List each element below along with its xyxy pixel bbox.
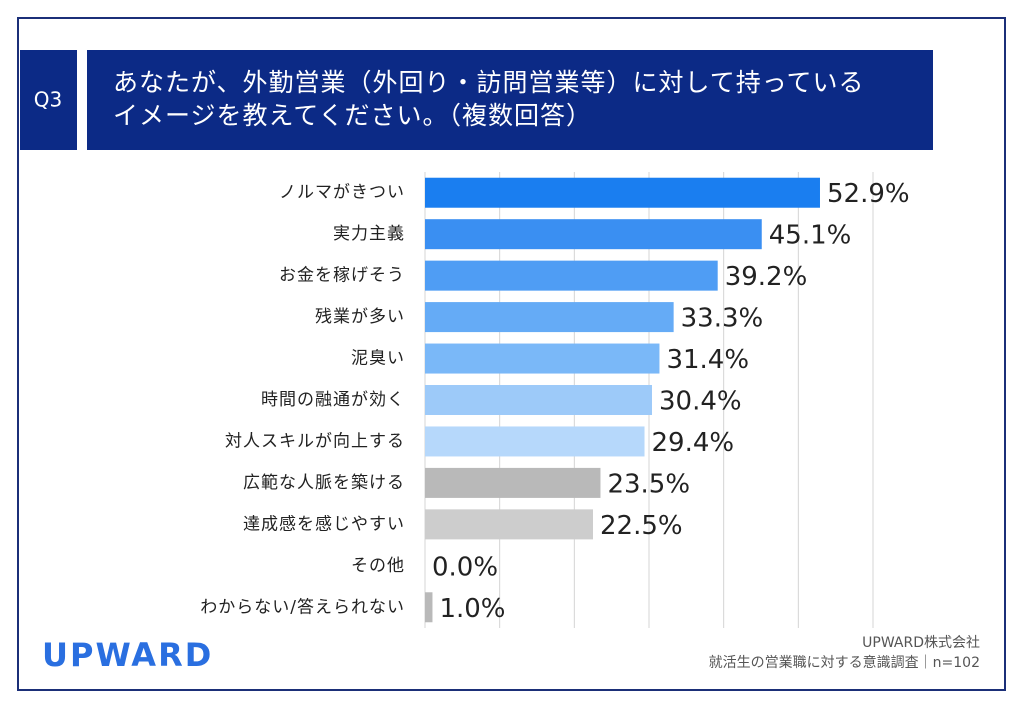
value-label: 45.1%	[769, 221, 852, 251]
category-label: ノルマがきつい	[279, 183, 405, 203]
category-label: わからない/答えられない	[200, 597, 405, 617]
title-box	[87, 50, 933, 150]
bar	[425, 260, 718, 291]
category-label: 実力主義	[333, 224, 405, 244]
category-label: 広範な人脈を築ける	[243, 473, 405, 493]
value-label: 30.4%	[659, 387, 742, 417]
category-label: 残業が多い	[315, 307, 405, 327]
bar	[425, 467, 601, 498]
category-label: 泥臭い	[351, 349, 405, 369]
bar	[425, 177, 820, 208]
question-number: Q3	[34, 88, 62, 112]
source: UPWARD株式会社	[862, 635, 980, 651]
value-label: 29.4%	[652, 428, 735, 458]
bar	[425, 509, 593, 540]
value-label: 33.3%	[681, 304, 764, 334]
value-label: 39.2%	[725, 262, 808, 292]
category-label: 対人スキルが向上する	[225, 431, 405, 451]
frame	[17, 17, 1006, 691]
value-label: 22.5%	[600, 511, 683, 541]
bar	[425, 385, 652, 415]
bar	[425, 302, 674, 333]
source: 就活生の営業職に対する意識調査｜n=102	[709, 654, 980, 671]
bar	[425, 592, 433, 623]
category-label: 時間の融通が効く	[261, 390, 405, 410]
chart-title: イメージを教えてください。（複数回答）	[113, 101, 592, 130]
category-label: お金を稼げそう	[279, 266, 405, 286]
value-label: 0.0%	[432, 552, 498, 582]
category-label: その他	[351, 556, 405, 576]
value-label: 52.9%	[827, 179, 910, 209]
question-box	[20, 50, 77, 150]
chart-title: あなたが、外勤営業（外回り・訪問営業等）に対して持っている	[113, 68, 865, 97]
bar	[425, 426, 645, 457]
value-label: 31.4%	[666, 345, 749, 375]
logo: UPWARD	[42, 636, 213, 674]
value-label: 1.0%	[439, 594, 505, 624]
bar	[425, 219, 762, 250]
bar	[425, 343, 660, 374]
value-label: 23.5%	[607, 469, 690, 499]
category-label: 達成感を感じやすい	[243, 514, 405, 534]
